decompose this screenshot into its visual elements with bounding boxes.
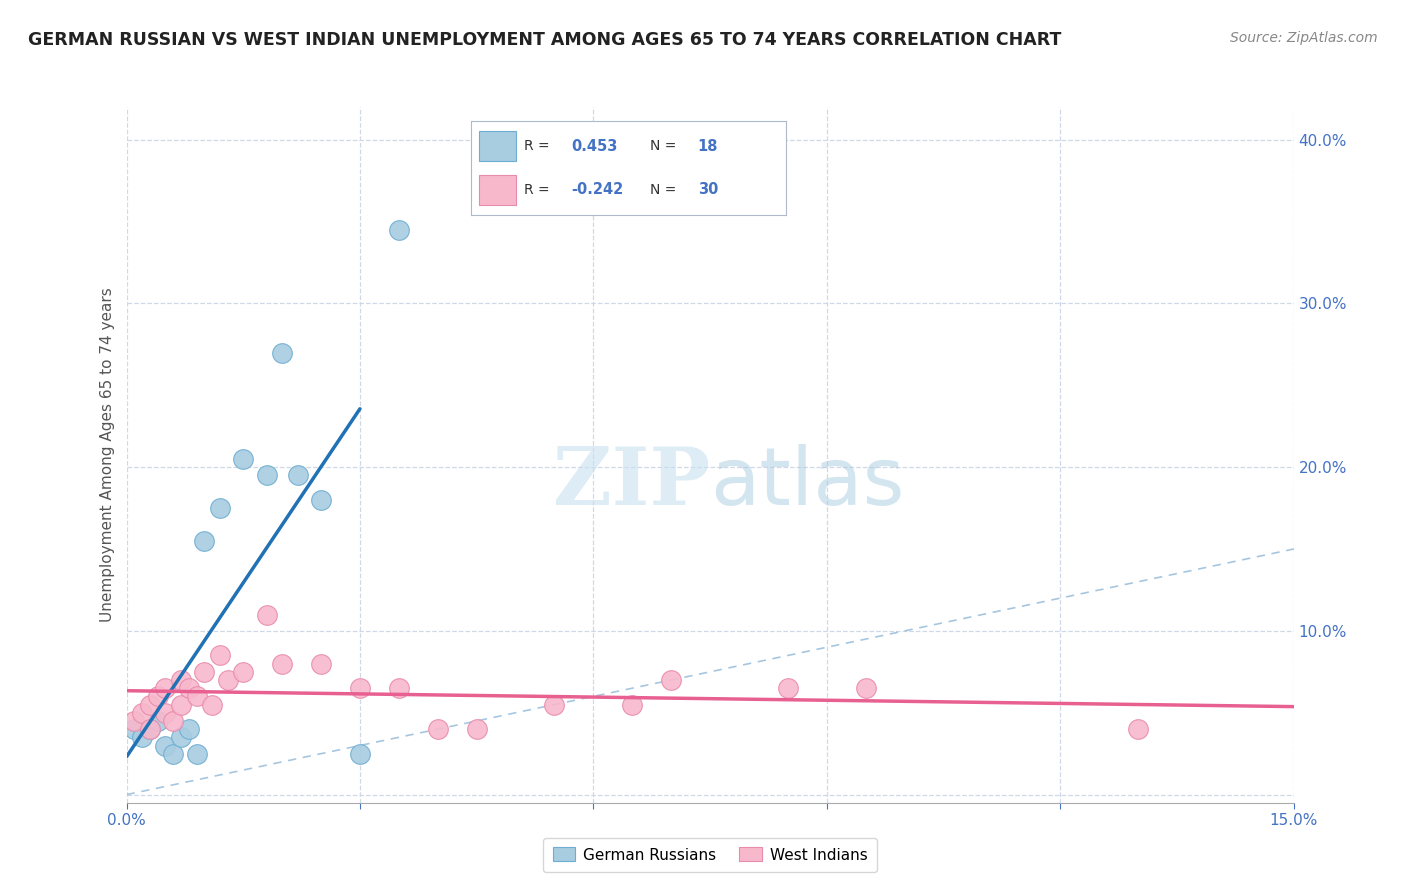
Point — [543, 698, 565, 712]
Point — [621, 698, 644, 712]
Point — [1126, 722, 1149, 736]
Point — [193, 665, 215, 679]
Point — [124, 722, 146, 736]
Point — [155, 706, 177, 720]
Point — [271, 657, 294, 671]
Legend: German Russians, West Indians: German Russians, West Indians — [543, 838, 877, 871]
Point — [201, 698, 224, 712]
Point — [208, 648, 231, 663]
Text: GERMAN RUSSIAN VS WEST INDIAN UNEMPLOYMENT AMONG AGES 65 TO 74 YEARS CORRELATION: GERMAN RUSSIAN VS WEST INDIAN UNEMPLOYME… — [28, 31, 1062, 49]
Point — [271, 345, 294, 359]
Point — [309, 492, 332, 507]
Point — [139, 722, 162, 736]
Point — [855, 681, 877, 696]
Point — [155, 681, 177, 696]
Text: Source: ZipAtlas.com: Source: ZipAtlas.com — [1230, 31, 1378, 45]
Point — [776, 681, 799, 696]
Point — [177, 722, 200, 736]
Point — [388, 223, 411, 237]
Point — [349, 681, 371, 696]
Point — [155, 739, 177, 753]
Point — [256, 607, 278, 622]
Point — [186, 690, 208, 704]
Text: atlas: atlas — [710, 443, 904, 522]
Point — [388, 681, 411, 696]
Point — [146, 714, 169, 728]
Point — [139, 698, 162, 712]
Point — [170, 698, 193, 712]
Point — [170, 731, 193, 745]
Y-axis label: Unemployment Among Ages 65 to 74 years: Unemployment Among Ages 65 to 74 years — [100, 287, 115, 623]
Point — [426, 722, 449, 736]
Point — [208, 501, 231, 516]
Point — [193, 533, 215, 548]
Point — [256, 468, 278, 483]
Point — [309, 657, 332, 671]
Point — [124, 714, 146, 728]
Point — [659, 673, 682, 687]
Point — [349, 747, 371, 761]
Point — [170, 673, 193, 687]
Point — [162, 714, 184, 728]
Point — [465, 722, 488, 736]
Text: ZIP: ZIP — [553, 443, 710, 522]
Point — [232, 665, 254, 679]
Point — [217, 673, 239, 687]
Point — [131, 731, 153, 745]
Point — [177, 681, 200, 696]
Point — [287, 468, 309, 483]
Point — [162, 747, 184, 761]
Point — [131, 706, 153, 720]
Point — [139, 722, 162, 736]
Point — [146, 690, 169, 704]
Point — [186, 747, 208, 761]
Point — [232, 452, 254, 467]
